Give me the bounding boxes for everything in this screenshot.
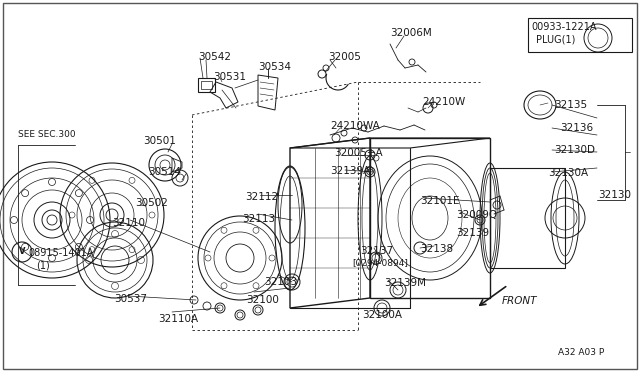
- Text: 30514: 30514: [148, 167, 181, 177]
- Text: 32112: 32112: [245, 192, 278, 202]
- Bar: [528, 18, 632, 52]
- Text: 32005+A: 32005+A: [334, 148, 383, 158]
- Text: 32110: 32110: [112, 218, 145, 228]
- Text: 30534: 30534: [258, 62, 291, 72]
- Text: 24210W: 24210W: [422, 97, 465, 107]
- Text: 32100: 32100: [246, 295, 279, 305]
- Text: 32130: 32130: [598, 190, 631, 200]
- Text: 32138: 32138: [420, 244, 453, 254]
- Text: 08915-1401A: 08915-1401A: [28, 248, 93, 258]
- Text: 32139: 32139: [456, 228, 489, 238]
- Text: 30501: 30501: [143, 136, 176, 146]
- Text: 32136: 32136: [560, 123, 593, 133]
- Text: 24210WA: 24210WA: [330, 121, 380, 131]
- Text: 32100A: 32100A: [362, 310, 402, 320]
- Text: 32137: 32137: [360, 246, 393, 256]
- Text: 30537: 30537: [114, 294, 147, 304]
- Text: [0294-0894]: [0294-0894]: [352, 258, 408, 267]
- Text: 32130D: 32130D: [554, 145, 595, 155]
- Text: (1): (1): [36, 260, 50, 270]
- Text: V: V: [19, 247, 25, 257]
- Text: 32005: 32005: [328, 52, 361, 62]
- Text: 32009Q: 32009Q: [456, 210, 497, 220]
- Text: 32006M: 32006M: [390, 28, 432, 38]
- Text: 32139M: 32139M: [384, 278, 426, 288]
- Text: 00933-1221A: 00933-1221A: [531, 22, 596, 32]
- Text: 30542: 30542: [198, 52, 231, 62]
- Text: 32101E: 32101E: [420, 196, 460, 206]
- Text: SEE SEC.300: SEE SEC.300: [18, 130, 76, 139]
- Text: A32 A03 P: A32 A03 P: [558, 348, 604, 357]
- Text: 32103: 32103: [264, 277, 297, 287]
- Text: 30531: 30531: [213, 72, 246, 82]
- Text: 32130A: 32130A: [548, 168, 588, 178]
- Text: 32110A: 32110A: [158, 314, 198, 324]
- Text: 32113: 32113: [242, 214, 275, 224]
- Text: FRONT: FRONT: [502, 296, 538, 306]
- Text: PLUG(1): PLUG(1): [536, 34, 575, 44]
- Text: 32135: 32135: [554, 100, 587, 110]
- Text: 32139A: 32139A: [330, 166, 371, 176]
- Text: 30502: 30502: [135, 198, 168, 208]
